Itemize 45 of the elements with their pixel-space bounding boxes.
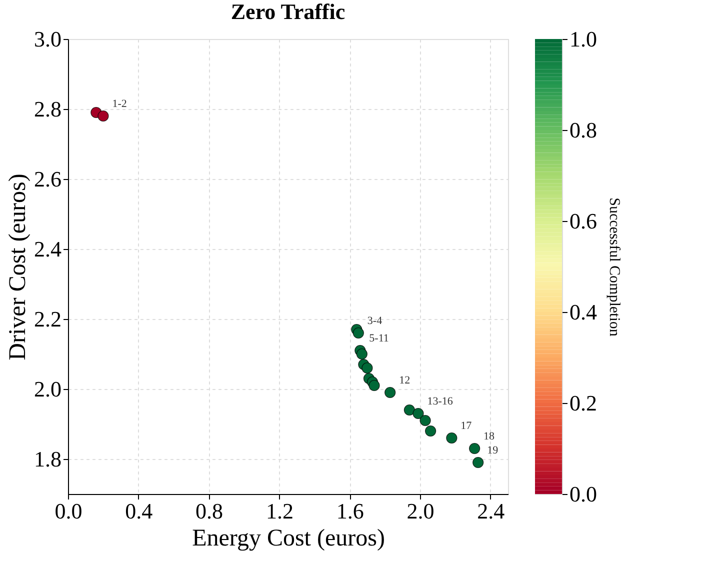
color-bar-label: 0.0 xyxy=(570,482,597,506)
annotation: 1-2 xyxy=(112,98,127,110)
point xyxy=(469,442,480,454)
x-tick-label: 0.8 xyxy=(196,498,224,524)
point xyxy=(472,456,484,468)
annotation: 19 xyxy=(487,444,499,456)
annotation: 3-4 xyxy=(367,315,383,327)
y-tick-label: 1.8 xyxy=(34,446,62,472)
point xyxy=(412,408,424,420)
x-tick-label: 2.0 xyxy=(406,498,434,524)
point xyxy=(404,404,415,416)
y-axis-title: Driver Cost (euros) xyxy=(5,174,31,360)
y-tick-label: 2.6 xyxy=(34,166,62,192)
y-tick-label: 2.8 xyxy=(34,96,62,122)
point xyxy=(420,414,431,426)
x-tick-label: 0.4 xyxy=(125,498,153,524)
point xyxy=(356,348,368,360)
y-tick-label: 2.0 xyxy=(34,376,62,402)
point xyxy=(446,432,458,444)
color-bar-label: 1.0 xyxy=(570,26,597,52)
color-bar-label: 0.4 xyxy=(570,300,597,324)
annotation: 13-16 xyxy=(427,396,454,408)
color-bar-label: 0.2 xyxy=(570,390,597,416)
y-tick-label: 3.0 xyxy=(34,26,62,52)
point xyxy=(98,110,109,122)
x-tick-label: 2.4 xyxy=(477,498,505,524)
x-tick-label: 1.2 xyxy=(266,498,294,524)
point xyxy=(352,327,364,339)
annotation: 5-11 xyxy=(369,332,389,344)
annotation: 17 xyxy=(460,420,472,432)
color-bar-label: 0.8 xyxy=(570,118,597,142)
point xyxy=(425,425,436,437)
x-tick-label: 1.6 xyxy=(336,498,364,524)
annotation: 12 xyxy=(399,374,410,386)
point xyxy=(384,386,396,398)
y-tick-label: 2.4 xyxy=(34,236,62,262)
y-tick-label: 2.2 xyxy=(34,306,62,332)
chart-title: Zero Traffic xyxy=(230,0,346,24)
point xyxy=(368,380,380,392)
color-bar-title: Successful Completion xyxy=(606,198,622,337)
x-axis-title: Energy Cost (euros) xyxy=(192,526,385,552)
point xyxy=(362,362,373,374)
x-tick-label: 0.0 xyxy=(54,498,82,524)
color-bar-label: 0.6 xyxy=(570,208,597,234)
annotation: 18 xyxy=(484,430,496,442)
